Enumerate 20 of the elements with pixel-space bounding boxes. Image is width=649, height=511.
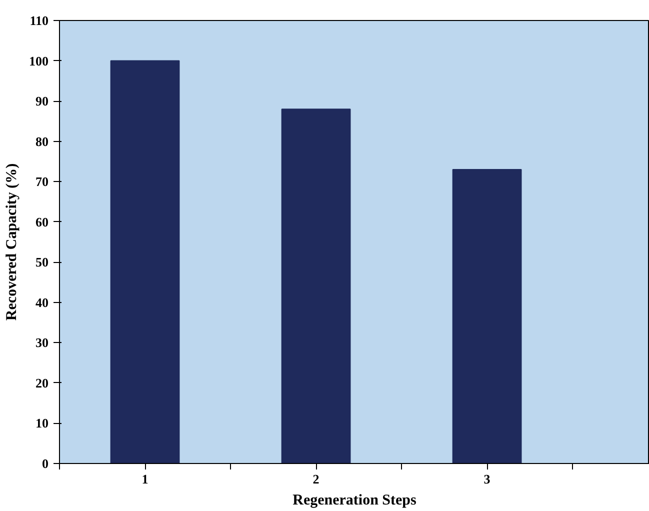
y-tick-label: 10 — [36, 416, 48, 431]
y-tick-label: 30 — [36, 335, 48, 350]
y-tick-label: 20 — [36, 375, 48, 390]
y-tick-label: 50 — [36, 254, 48, 270]
y-tick-label: 70 — [36, 174, 48, 190]
x-tick-label: 3 — [484, 472, 491, 486]
x-axis-title: Regeneration Steps — [292, 492, 417, 508]
bar — [452, 169, 522, 464]
y-tick-label: 80 — [36, 134, 48, 149]
bar — [110, 60, 180, 464]
y-tick-label: 60 — [36, 214, 48, 230]
y-tick-label: 90 — [36, 94, 48, 109]
x-tick-label: 2 — [312, 472, 320, 486]
y-tick-label: 100 — [29, 53, 48, 68]
y-tick-label: 110 — [30, 13, 49, 28]
bar — [281, 108, 351, 464]
y-tick-label: 40 — [36, 294, 48, 310]
x-tick-label: 1 — [142, 472, 148, 486]
y-tick-label: 0 — [42, 456, 48, 471]
y-axis-title: Recovered Capacity (%) — [4, 163, 20, 321]
